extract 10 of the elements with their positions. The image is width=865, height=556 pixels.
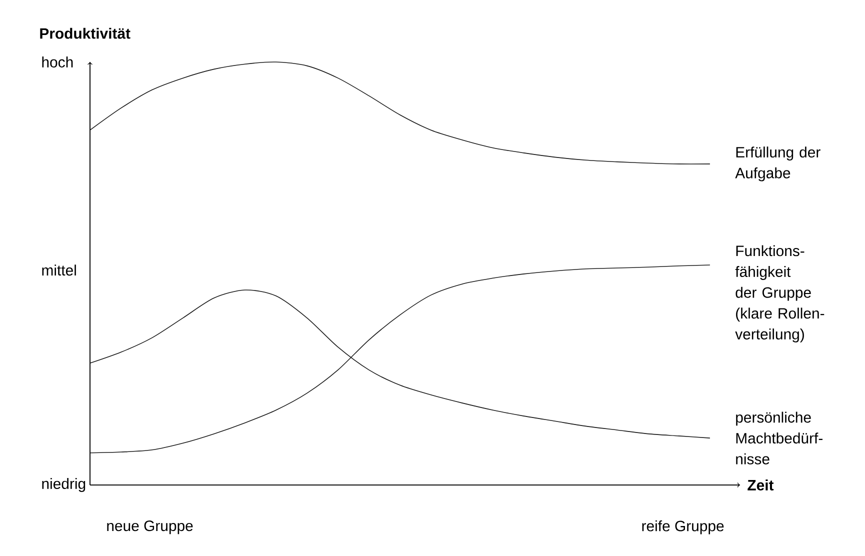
series-label: Erfüllung der Aufgabe	[735, 146, 820, 182]
text: Funktions- fähigkeit der Gruppe (klare Rollen- verteilung)	[735, 245, 824, 342]
x-axis-title: Zeit	[748, 480, 774, 490]
text: mittel	[42, 264, 76, 276]
text: neue Gruppe	[107, 520, 193, 534]
y-axis-title: Produktivität	[40, 28, 130, 39]
text: niedrig	[42, 478, 86, 492]
text: hoch	[42, 56, 73, 68]
text: reife Gruppe	[642, 520, 724, 534]
series-label: persönliche Machtbedürf- nisse	[736, 412, 822, 464]
